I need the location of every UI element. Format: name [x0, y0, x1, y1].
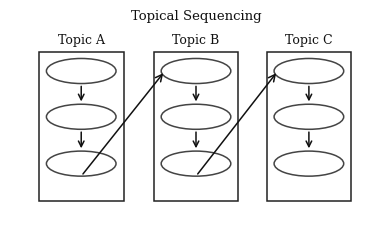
Ellipse shape — [161, 104, 231, 129]
Ellipse shape — [274, 104, 344, 129]
Text: Topic A: Topic A — [58, 34, 105, 47]
Ellipse shape — [274, 151, 344, 176]
Bar — [267, 52, 351, 201]
Ellipse shape — [161, 59, 231, 84]
Ellipse shape — [46, 59, 116, 84]
Ellipse shape — [161, 151, 231, 176]
Ellipse shape — [274, 59, 344, 84]
Bar — [154, 52, 238, 201]
Ellipse shape — [46, 104, 116, 129]
Text: Topical Sequencing: Topical Sequencing — [131, 10, 261, 23]
Text: Topic B: Topic B — [172, 34, 220, 47]
Bar — [39, 52, 123, 201]
Ellipse shape — [46, 151, 116, 176]
Text: Topic C: Topic C — [285, 34, 333, 47]
